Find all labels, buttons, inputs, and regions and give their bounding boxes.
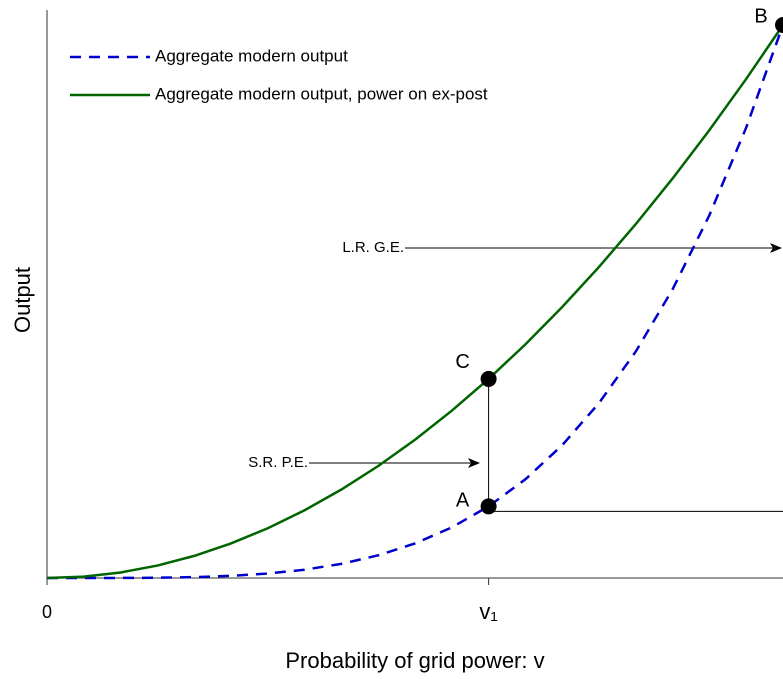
point-label: C — [455, 351, 469, 373]
series-line — [47, 24, 783, 580]
point — [480, 370, 497, 387]
series-line — [46, 24, 783, 580]
legend-label: Aggregate modern output — [155, 46, 348, 65]
y-axis-label: Output — [10, 267, 35, 333]
legend-label: Aggregate modern output, power on ex-pos… — [155, 84, 488, 103]
x-axis-label: Probability of grid power: v — [285, 648, 544, 673]
point — [480, 498, 497, 515]
annotation: L.R. G.E. — [342, 239, 404, 256]
point-label: B — [754, 5, 767, 27]
annotation: S.R. P.E. — [248, 454, 308, 471]
x-tick-label: v₁ — [479, 599, 497, 624]
x-tick-label: 0 — [42, 602, 52, 622]
point — [775, 17, 783, 33]
point-label: A — [456, 490, 470, 512]
